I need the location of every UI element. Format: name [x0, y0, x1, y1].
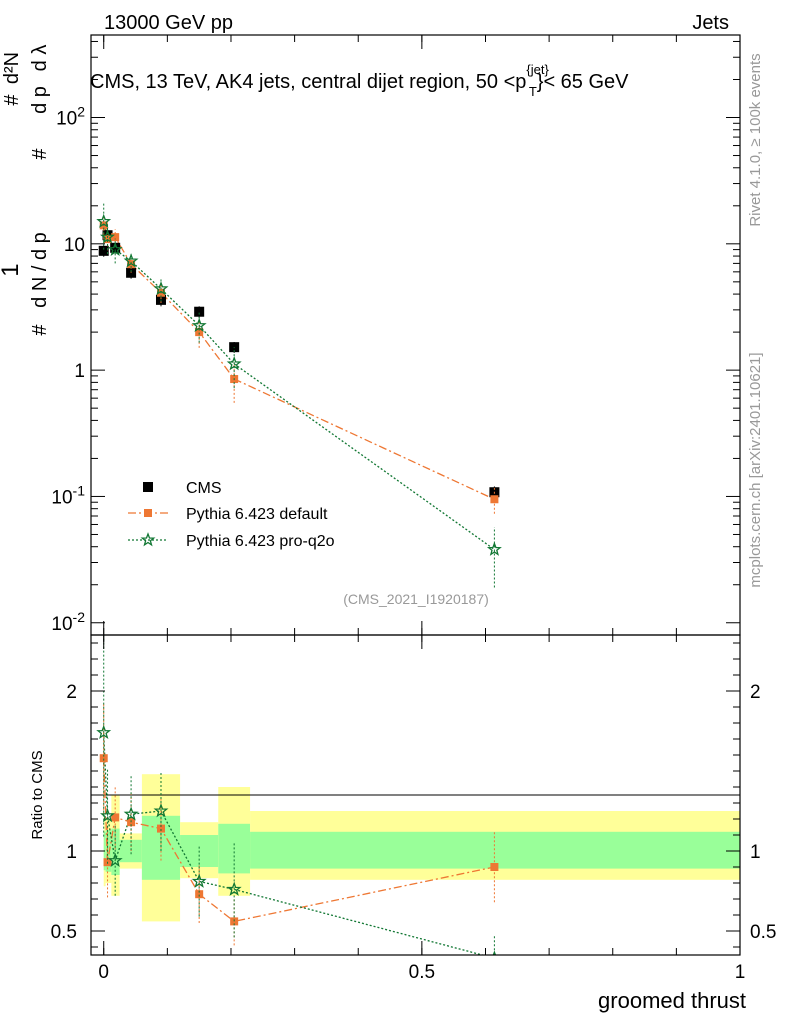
legend: CMS Pythia 6.423 default Pythia 6.423 pro-… — [128, 480, 335, 550]
ratio-band-inner — [105, 830, 112, 872]
svg-text:1: 1 — [0, 263, 24, 276]
rivet-label: Rivet 4.1.0, ≥ 100k events — [747, 53, 764, 226]
proq2o-mc-point — [96, 213, 112, 228]
proq2o-mc-point — [107, 241, 123, 257]
ratio-proq2o-point — [100, 807, 115, 823]
cms-data-point — [98, 245, 109, 256]
ratio-y-tick-label-right: 2 — [750, 682, 761, 703]
plot-title: CMS, 13 TeV, AK4 jets, central dijet reg… — [90, 62, 629, 99]
svg-text:d N / d p: d N / d p — [29, 232, 51, 308]
cms-data-point — [194, 306, 205, 317]
svg-text:d λ: d λ — [29, 45, 51, 72]
legend-label: Pythia 6.423 default — [186, 506, 328, 523]
ratio-y-tick-label: 2 — [66, 682, 77, 703]
analysis-tag: (CMS_2021_I1920187) — [343, 591, 489, 607]
svg-text:#: # — [1, 94, 23, 106]
ratio-y-tick-label: 0.5 — [51, 922, 77, 943]
ratio-proq2o-point — [153, 803, 169, 818]
ratio-default-point — [490, 863, 499, 871]
svg-text:#: # — [29, 324, 51, 336]
x-tick-label: 0 — [98, 962, 109, 983]
main-y-tick-label: 102 — [56, 104, 85, 130]
ratio-proq2o-point — [191, 873, 207, 888]
default-mc-point — [490, 495, 499, 504]
x-tick-label: 0.5 — [409, 962, 435, 983]
default-mc-point — [195, 328, 204, 337]
ratio-proq2o-point — [492, 950, 497, 955]
header-right: Jets — [692, 12, 729, 34]
svg-text:d²N: d²N — [1, 52, 23, 84]
x-axis-label: groomed thrust — [598, 988, 746, 1013]
ratio-proq2o-point — [226, 881, 242, 896]
header-left: 13000 GeV pp — [104, 12, 233, 34]
cms-data-point — [110, 242, 121, 253]
ratio-series-line — [103, 758, 495, 923]
mcplots-label: mcplots.cern.ch [arXiv:2401.10621] — [747, 352, 764, 587]
main-series-line — [103, 221, 495, 551]
ratio-default-point — [156, 824, 165, 833]
proq2o-mc-point — [191, 317, 207, 332]
ratio-proq2o-point — [96, 724, 112, 740]
ratio-ylabel: Ratio to CMS — [29, 750, 46, 839]
ratio-frame — [90, 634, 741, 956]
ratio-band-inner — [250, 831, 740, 869]
proq2o-mc-point — [100, 229, 115, 244]
legend-cms-marker — [143, 482, 153, 492]
legend-proq2o-marker — [140, 532, 156, 547]
ratio-default-point — [195, 890, 204, 899]
x-tick-label: 1 — [735, 962, 746, 983]
main-ylabel: # d N / d p 1 # d p # d λ d²N — [0, 45, 51, 336]
ratio-y-tick-label: 1 — [66, 842, 77, 863]
ratio-default-point — [111, 813, 120, 822]
legend-default-marker — [144, 509, 152, 517]
proq2o-mc-point — [123, 253, 139, 268]
proq2o-mc-point — [226, 355, 242, 371]
proq2o-mc-point — [153, 281, 169, 296]
ratio-default-point — [99, 754, 108, 763]
svg-text:#: # — [29, 148, 51, 160]
ratio-proq2o-point — [123, 806, 139, 821]
main-series-line — [103, 225, 495, 500]
ratio-panel: 0 0.5 10.5 0.51 12 2 — [51, 634, 776, 983]
ratio-y-tick-label-right: 0.5 — [750, 922, 776, 943]
svg-text:d p: d p — [29, 86, 51, 114]
ratio-proq2o-point — [107, 852, 123, 868]
main-y-tick-label: 1 — [74, 361, 85, 382]
main-y-tick-label: 10-2 — [51, 609, 85, 635]
proq2o-mc-point — [486, 541, 502, 556]
main-y-tick-label: 10 — [64, 235, 85, 256]
default-mc-point — [111, 233, 120, 242]
ratio-y-tick-label-right: 1 — [750, 842, 761, 863]
legend-label: Pythia 6.423 pro-q2o — [186, 533, 335, 550]
legend-label: CMS — [186, 480, 222, 497]
main-panel: 10-2 10-1 1 10 102 — [51, 34, 741, 636]
main-y-tick-label: 10-1 — [51, 482, 85, 508]
